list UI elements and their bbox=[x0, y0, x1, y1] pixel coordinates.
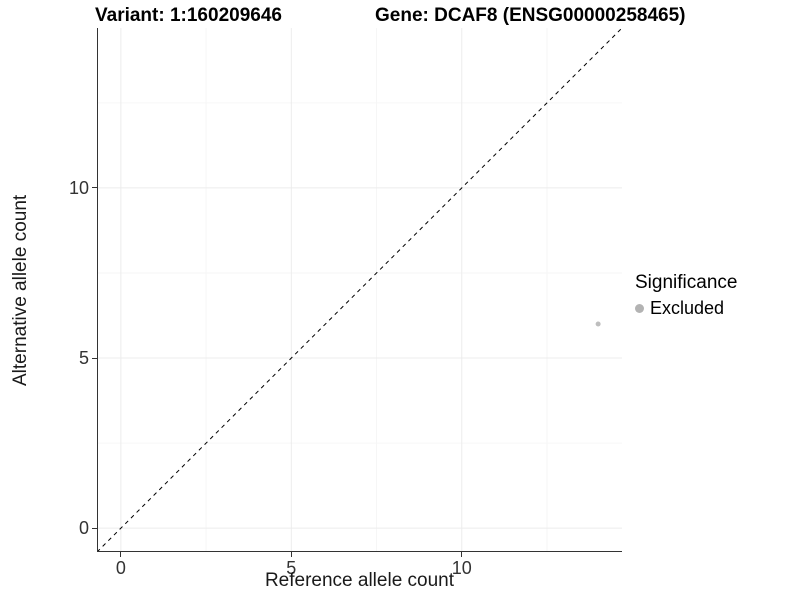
data-point bbox=[595, 321, 601, 327]
legend-point-icon bbox=[635, 304, 644, 313]
x-tick-mark bbox=[120, 552, 122, 557]
x-axis-title: Reference allele count bbox=[264, 570, 455, 591]
legend: Significance Excluded bbox=[635, 272, 737, 319]
legend-entry-label: Excluded bbox=[650, 298, 725, 318]
y-tick-label: 5 bbox=[78, 348, 89, 369]
plot-panel bbox=[97, 28, 622, 552]
y-axis-title: Alternative allele count bbox=[10, 194, 31, 386]
identity-reference-line bbox=[97, 28, 622, 552]
gene-title: Gene: DCAF8 (ENSG00000258465) bbox=[375, 5, 686, 26]
legend-entry: Excluded bbox=[635, 298, 737, 319]
x-tick-mark bbox=[290, 552, 292, 557]
y-tick-label: 10 bbox=[68, 177, 89, 198]
y-tick-label: 0 bbox=[78, 518, 89, 539]
variant-title: Variant: 1:160209646 bbox=[95, 5, 282, 26]
x-tick-mark bbox=[461, 552, 463, 557]
legend-title: Significance bbox=[635, 272, 738, 293]
